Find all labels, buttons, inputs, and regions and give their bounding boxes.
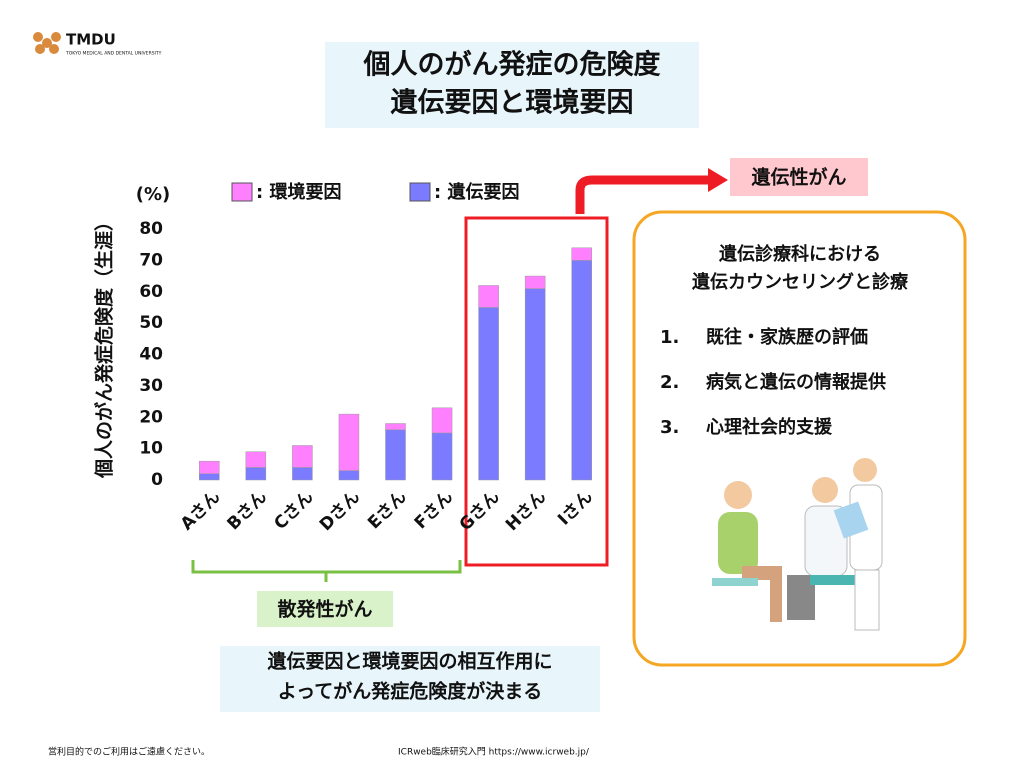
bar-segment bbox=[338, 413, 360, 471]
bar-segment bbox=[199, 473, 220, 481]
y-tick-label: 60 bbox=[139, 282, 163, 302]
logo-mark bbox=[33, 32, 61, 54]
hereditary-box bbox=[464, 216, 609, 567]
arrow-head bbox=[708, 168, 728, 192]
bar-segment bbox=[478, 285, 499, 308]
logo-text: TMDU bbox=[66, 31, 116, 49]
bar-segment bbox=[524, 275, 546, 289]
bar-segment bbox=[478, 307, 499, 481]
note: 遺伝要因と環境要因の相互作用に bbox=[267, 650, 552, 673]
bar-segment bbox=[524, 288, 546, 481]
sporadic-bracket bbox=[191, 560, 462, 582]
y-unit: (%) bbox=[136, 184, 171, 205]
illustration bbox=[712, 458, 883, 631]
y-tick-label: 70 bbox=[139, 250, 163, 270]
item-text: 病気と遺伝の情報提供 bbox=[706, 371, 886, 393]
bar-segment bbox=[571, 260, 592, 481]
bar-segment bbox=[245, 467, 267, 481]
y-tick-label: 20 bbox=[139, 407, 163, 427]
bar-segment bbox=[385, 423, 406, 431]
item-text: 既往・家族歴の評価 bbox=[706, 326, 868, 348]
title: 遺伝要因と環境要因 bbox=[391, 88, 634, 119]
y-axis-label: 個人のがん発症危険度（生涯） bbox=[93, 212, 116, 479]
y-tick-label: 10 bbox=[139, 439, 163, 459]
title-box bbox=[325, 42, 699, 128]
bar-segment bbox=[571, 247, 592, 261]
hereditary-label-box bbox=[730, 158, 868, 196]
hereditary-label: 遺伝性がん bbox=[751, 166, 846, 189]
bar-segment bbox=[338, 470, 360, 481]
bar-segment bbox=[292, 467, 313, 481]
item-number: 3. bbox=[660, 417, 679, 438]
sporadic-label: 散発性がん bbox=[277, 598, 372, 621]
title: 個人のがん発症の危険度 bbox=[363, 49, 661, 81]
y-tick-label: 0 bbox=[151, 470, 163, 490]
bar-segment bbox=[431, 407, 453, 434]
footer-left: 営利目的でのご利用はご遠慮ください。 bbox=[48, 746, 210, 758]
legend-label: : 環境要因 bbox=[256, 181, 341, 203]
panel-title: 遺伝診療科における bbox=[719, 243, 881, 265]
y-tick-label: 80 bbox=[139, 219, 163, 239]
bar-segment bbox=[431, 432, 453, 481]
bar-segment bbox=[292, 445, 313, 468]
y-tick-label: 30 bbox=[139, 376, 163, 396]
footer-right: ICRweb臨床研究入門 https://www.icrweb.jp/ bbox=[398, 746, 590, 758]
bar-segment bbox=[199, 460, 220, 474]
logo-sub: TOKYO MEDICAL AND DENTAL UNIVERSITY bbox=[65, 51, 162, 57]
item-number: 2. bbox=[660, 372, 679, 393]
legend-swatch bbox=[409, 182, 431, 202]
bar-segment bbox=[385, 429, 406, 481]
item-text: 心理社会的支援 bbox=[706, 416, 833, 438]
item-number: 1. bbox=[660, 327, 679, 348]
note-box bbox=[220, 646, 600, 712]
legend-label: : 遺伝要因 bbox=[434, 181, 519, 203]
note: よってがん発症危険度が決まる bbox=[278, 680, 542, 703]
y-tick-label: 40 bbox=[139, 345, 163, 365]
bar-segment bbox=[245, 451, 267, 468]
panel-title: 遺伝カウンセリングと診療 bbox=[692, 271, 909, 293]
arrow bbox=[575, 175, 710, 214]
sporadic-label-box bbox=[257, 591, 393, 627]
legend-swatch bbox=[231, 182, 253, 202]
y-tick-label: 50 bbox=[139, 313, 163, 333]
